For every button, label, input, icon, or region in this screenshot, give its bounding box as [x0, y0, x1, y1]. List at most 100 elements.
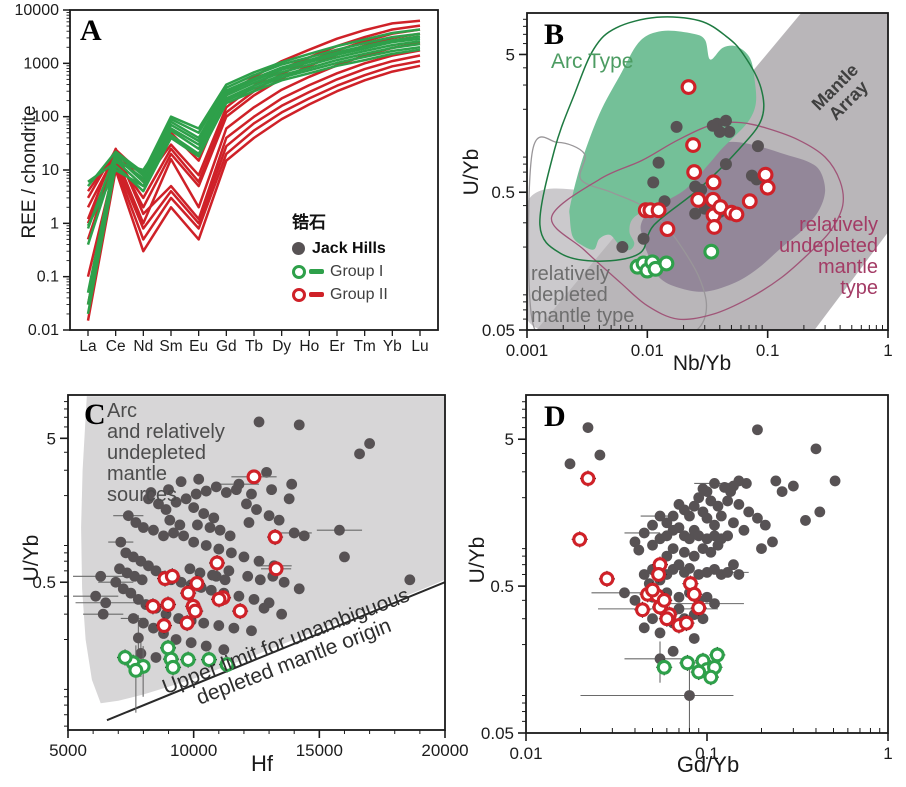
svg-text:Ho: Ho	[299, 338, 319, 355]
legend-item-jack-hills: Jack Hills	[292, 237, 442, 260]
svg-text:10000: 10000	[15, 2, 60, 19]
svg-text:0.01: 0.01	[28, 322, 59, 339]
arc-type-field-label: Arc Type	[551, 50, 634, 73]
ree-pattern-line	[86, 48, 421, 315]
ree-pattern-line	[87, 39, 421, 183]
svg-text:0.5: 0.5	[490, 577, 514, 596]
svg-text:0.5: 0.5	[32, 573, 56, 592]
svg-text:1000: 1000	[23, 55, 59, 72]
panel-a-letter: A	[80, 14, 102, 47]
svg-text:100: 100	[32, 109, 59, 126]
legend-item-label: Jack Hills	[312, 239, 386, 257]
undepleted-mantle-label: relatively undepleted mantle type	[779, 214, 878, 299]
panel-a-plot	[86, 19, 421, 321]
svg-text:Nd: Nd	[133, 338, 153, 355]
points-jack-hills	[73, 416, 416, 677]
points-group-i	[656, 646, 726, 686]
panel-d-axes: 5 0.5 0.050.01 0.1 1	[481, 401, 893, 763]
undepleted-mantle-outline	[550, 121, 845, 321]
ree-pattern-line	[86, 54, 421, 277]
panel-a-axes: 10000 1000 100 10 1 0.1 0.01 La Ce Nd Sm Eu Gd Tb Dy Ho…	[15, 2, 429, 355]
ree-pattern-line	[86, 32, 421, 229]
ree-pattern-line	[86, 41, 421, 240]
svg-text:Lu: Lu	[411, 338, 428, 355]
line-swatch-icon	[309, 292, 324, 297]
arc-type-field	[569, 30, 757, 251]
arc-undepleted-sources-label: Arc and relatively undepleted mantle sou…	[107, 400, 225, 506]
svg-text:5: 5	[506, 45, 515, 64]
svg-text:5: 5	[47, 429, 56, 448]
panel-c-y-axis-title: U/Yb	[20, 534, 43, 582]
svg-text:0.01: 0.01	[509, 744, 542, 763]
open-circle-icon	[292, 264, 306, 279]
svg-text:10: 10	[41, 162, 59, 179]
svg-text:Gd: Gd	[216, 338, 237, 355]
panel-d-letter: D	[544, 400, 566, 433]
svg-text:Er: Er	[329, 338, 345, 355]
ree-pattern-line	[86, 64, 421, 321]
legend-item-label: Group II	[330, 285, 388, 303]
svg-text:0.5: 0.5	[491, 183, 515, 202]
svg-text:5000: 5000	[49, 741, 87, 760]
points-group-ii	[144, 469, 292, 634]
svg-text:Dy: Dy	[272, 338, 291, 355]
svg-text:15000: 15000	[296, 741, 343, 760]
points-group-i	[117, 639, 236, 713]
ree-pattern-line	[86, 35, 421, 245]
panel-a-y-axis-title: REE / chondrite	[19, 105, 40, 239]
ree-pattern-line	[87, 28, 421, 187]
panel-c-letter: C	[84, 398, 106, 431]
panel-b-y-axis-title: U/Yb	[460, 148, 483, 196]
svg-text:1: 1	[50, 215, 59, 232]
svg-text:0.05: 0.05	[481, 724, 514, 743]
points-group-i	[629, 243, 720, 279]
svg-text:Sm: Sm	[159, 338, 182, 355]
line-swatch-icon	[309, 269, 324, 274]
svg-text:Tm: Tm	[353, 338, 375, 355]
svg-text:Ce: Ce	[106, 338, 126, 355]
filled-circle-icon	[292, 242, 305, 255]
depleted-mantle-outline	[527, 136, 708, 330]
panel-d-y-axis-title: U/Yb	[466, 536, 489, 584]
panel-b-x-axis-title: Nb/Yb	[672, 352, 732, 375]
panel-d-plot	[564, 422, 841, 732]
panel-b-plot	[527, 13, 888, 330]
arc-undepleted-field	[81, 396, 445, 704]
svg-text:0.05: 0.05	[482, 321, 515, 340]
panel-c-axes: 5 0.5 5000 10000 15000 20000	[32, 401, 469, 760]
points-group-ii	[637, 79, 776, 238]
open-circle-icon	[292, 287, 306, 302]
svg-text:Tb: Tb	[245, 338, 263, 355]
legend-title: 锆石	[292, 213, 326, 232]
svg-text:1: 1	[883, 744, 892, 763]
ree-pattern-line	[86, 49, 421, 221]
svg-text:0.01: 0.01	[631, 341, 664, 360]
panel-c-x-axis-title: Hf	[251, 751, 273, 776]
svg-text:10000: 10000	[170, 741, 217, 760]
svg-text:La: La	[79, 338, 97, 355]
svg-text:1: 1	[883, 341, 892, 360]
svg-text:Yb: Yb	[383, 338, 402, 355]
panel-c-plot	[73, 396, 445, 722]
legend: 锆石 Jack Hills Group I Group II	[292, 208, 442, 306]
points-group-ii	[571, 470, 707, 634]
arc-type-outline	[539, 16, 765, 262]
svg-text:20000: 20000	[421, 741, 468, 760]
ree-pattern-line	[86, 46, 421, 227]
ree-pattern-line	[86, 37, 421, 293]
upper-limit-line	[106, 581, 445, 722]
ree-pattern-line	[86, 59, 421, 305]
legend-item-group-1: Group I	[292, 260, 442, 283]
panel-b-letter: B	[544, 18, 565, 51]
depleted-mantle-label: relatively depleted mantle type	[531, 263, 635, 327]
svg-text:0.001: 0.001	[506, 341, 549, 360]
legend-item-label: Group I	[330, 262, 384, 280]
svg-text:Eu: Eu	[189, 338, 208, 355]
legend-item-group-2: Group II	[292, 283, 442, 306]
panel-d-x-axis-title: Gd/Yb	[676, 752, 740, 777]
svg-text:0.1: 0.1	[37, 269, 59, 286]
svg-text:0.1: 0.1	[756, 341, 780, 360]
svg-text:5: 5	[505, 430, 514, 449]
